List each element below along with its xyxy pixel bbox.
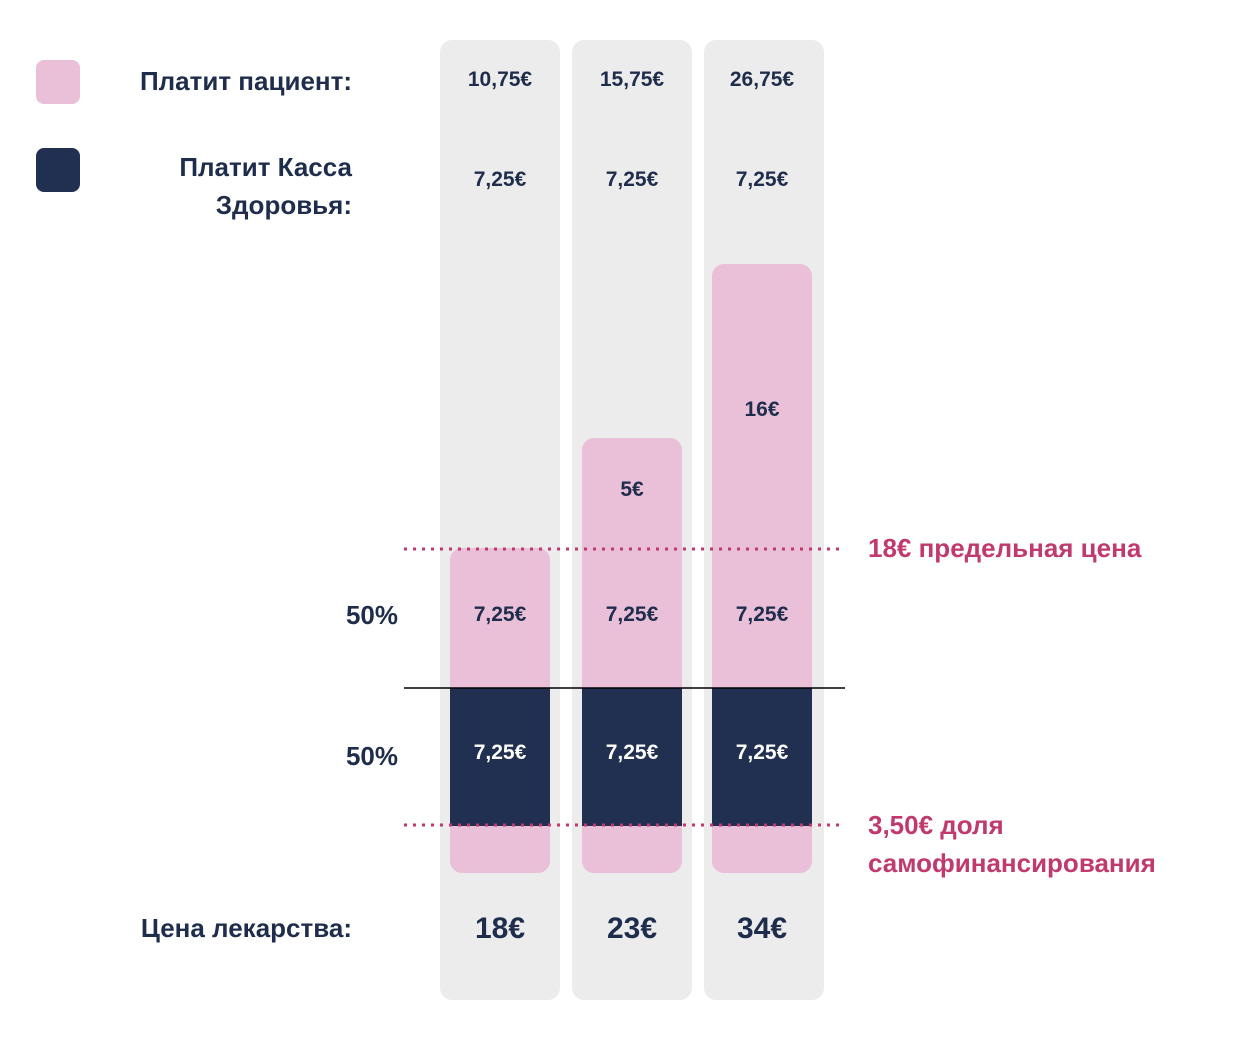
legend-swatch	[36, 60, 80, 104]
extra-label: 16€	[744, 398, 780, 421]
insurance-share-label: 7,25€	[605, 741, 659, 764]
legend-label: Платит Касса Здоровья:	[179, 152, 352, 220]
share-label: 50%	[345, 741, 398, 771]
insurance-share-label: 7,25€	[735, 741, 789, 764]
patient-total-label: 26,75€	[729, 68, 795, 91]
insurance-bar	[582, 688, 682, 826]
patient-total-label: 10,75€	[467, 68, 533, 91]
price-label: 23€	[606, 912, 658, 945]
price-label: 18€	[474, 912, 526, 945]
patient-share-label: 7,25€	[605, 603, 659, 626]
insurance-bar	[712, 688, 812, 826]
patient-share-label: 7,25€	[473, 603, 527, 626]
insurance-total-label: 7,25€	[605, 168, 659, 191]
price-label: 34€	[736, 912, 788, 945]
limit-annotation: 18€ предельная цена	[868, 533, 1142, 563]
patient-share-label: 7,25€	[735, 603, 789, 626]
share-label: 50%	[345, 600, 398, 630]
patient-total-label: 15,75€	[599, 68, 665, 91]
copay-annotation: 3,50€ доля самофинансирования	[868, 810, 1156, 878]
extra-label: 5€	[620, 478, 644, 501]
insurance-bar	[450, 688, 550, 826]
insurance-total-label: 7,25€	[473, 168, 527, 191]
legend-swatch	[36, 148, 80, 192]
legend-label: Платит пациент:	[139, 66, 352, 96]
price-label: Цена лекарства:	[140, 913, 352, 943]
insurance-total-label: 7,25€	[735, 168, 789, 191]
insurance-share-label: 7,25€	[473, 741, 527, 764]
